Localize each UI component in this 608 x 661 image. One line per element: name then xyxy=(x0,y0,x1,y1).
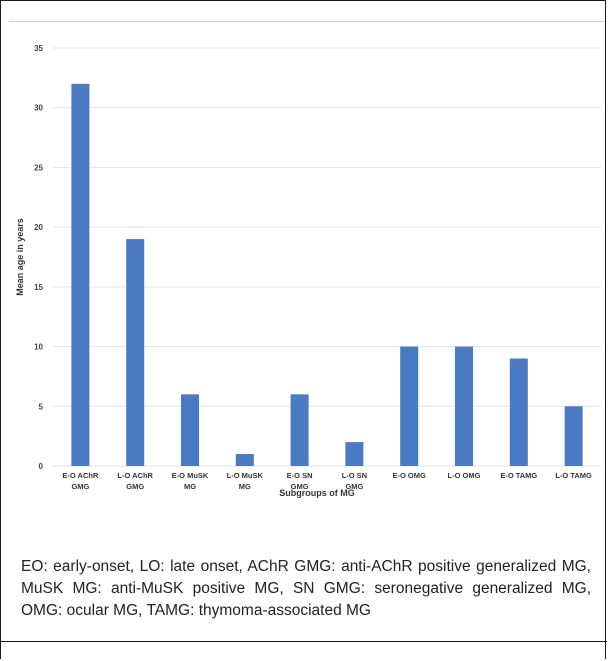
bar xyxy=(71,83,90,466)
x-tick-label: GMG xyxy=(345,482,363,491)
y-tick-label: 30 xyxy=(34,104,43,113)
x-tick-label: GMG xyxy=(71,482,89,491)
y-axis-label: Mean age in years xyxy=(15,218,25,296)
bar xyxy=(235,454,254,466)
x-tick-label: E-O MuSK xyxy=(172,471,209,480)
x-tick-label: L-O MuSK xyxy=(227,471,264,480)
bar xyxy=(455,346,473,466)
y-tick-label: 20 xyxy=(34,223,43,232)
bar-chart: 0 5 10 15 20 25 30 35 E-O AChR GMG L-O AChR GMG E-O … xyxy=(15,44,601,498)
y-tick-label: 25 xyxy=(34,163,43,172)
x-tick-label: L-O AChR xyxy=(117,471,153,480)
bar xyxy=(564,406,583,466)
x-tick-label: E-O AChR xyxy=(62,471,99,480)
y-tick-label: 5 xyxy=(39,402,44,411)
bar xyxy=(290,394,309,466)
x-tick-label: L-O TAMG xyxy=(555,471,592,480)
x-tick-label: E-O OMG xyxy=(393,471,426,480)
y-tick-label: 15 xyxy=(34,283,43,292)
bar xyxy=(126,239,145,466)
bar xyxy=(345,442,364,466)
x-tick-label: GMG xyxy=(291,482,309,491)
y-tick-label: 0 xyxy=(39,462,44,471)
bar xyxy=(400,346,419,466)
x-tick-label: E-O TAMG xyxy=(500,471,537,480)
bar xyxy=(181,394,199,466)
chart-area xyxy=(9,21,605,502)
bar xyxy=(509,358,528,466)
x-axis-label: Subgroups of MG xyxy=(279,488,355,498)
x-tick-label: E-O SN xyxy=(287,471,313,480)
x-tick-label: MG xyxy=(184,482,196,491)
x-tick-label: GMG xyxy=(126,482,144,491)
y-tick-label: 10 xyxy=(34,343,43,352)
figure-caption: EO: early-onset, LO: late onset, AChR GM… xyxy=(21,558,591,619)
x-tick-label: MG xyxy=(239,482,251,491)
bottom-rule xyxy=(1,641,607,642)
x-tick-label: L-O SN xyxy=(342,471,367,480)
x-tick-label: L-O OMG xyxy=(448,471,481,480)
y-tick-label: 35 xyxy=(34,44,43,53)
